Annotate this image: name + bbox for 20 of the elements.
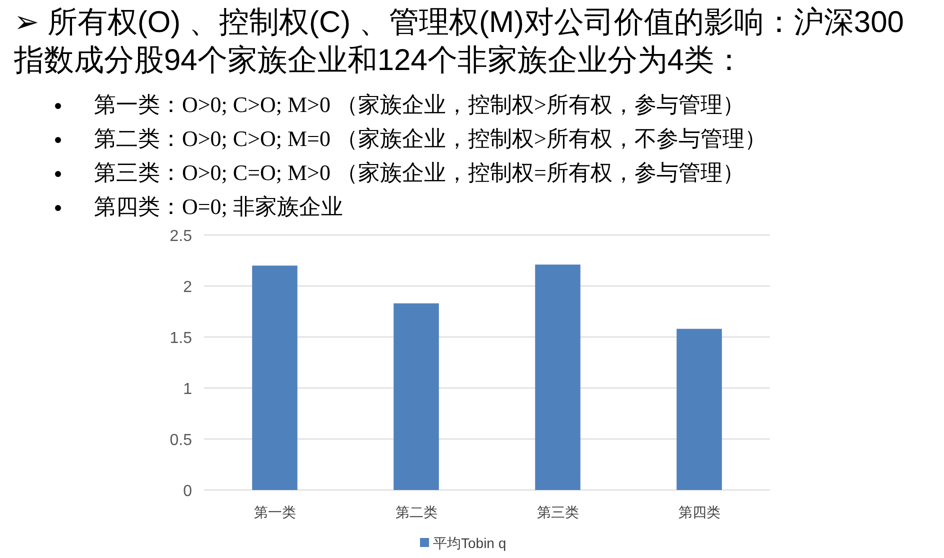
text: 第三类：O>0; C=O; M>0 （家族企业，控制权=所有权，参与管理） [93, 159, 746, 187]
x-tick-label: 第四类 [678, 505, 720, 521]
bar [394, 303, 439, 490]
bar [676, 328, 722, 490]
y-tick-label: 2 [183, 279, 192, 296]
y-tick-label: 2.5 [170, 228, 192, 245]
text: 第一类：O>0; C>O; M>0 （家族企业，控制权>所有权，参与管理） [93, 91, 746, 119]
x-tick-label: 第一类 [254, 505, 296, 521]
y-tick-label: 1 [183, 381, 192, 398]
legend-label: 平均Tobin q [433, 535, 506, 551]
x-tick-label: 第三类 [536, 505, 579, 521]
bar [535, 264, 580, 490]
y-tick-label: 0 [183, 483, 192, 500]
y-tick-label: 1.5 [170, 330, 192, 347]
text: 第二类：O>0; C>O; M=0 （家族企业，控制权>所有权，不参与管理） [93, 125, 768, 153]
bar [252, 266, 298, 490]
text: 第四类：O=0; 非家族企业 [93, 193, 344, 221]
x-tick-label: 第二类 [395, 505, 438, 521]
y-tick-label: 0.5 [170, 432, 192, 449]
chart-title: ➢ 所有权(O) 、控制权(C) 、管理权(M)对公司价值的影响：沪深300指数成分股94个家族企业和124个非家族企业分为4类： [14, 5, 905, 79]
